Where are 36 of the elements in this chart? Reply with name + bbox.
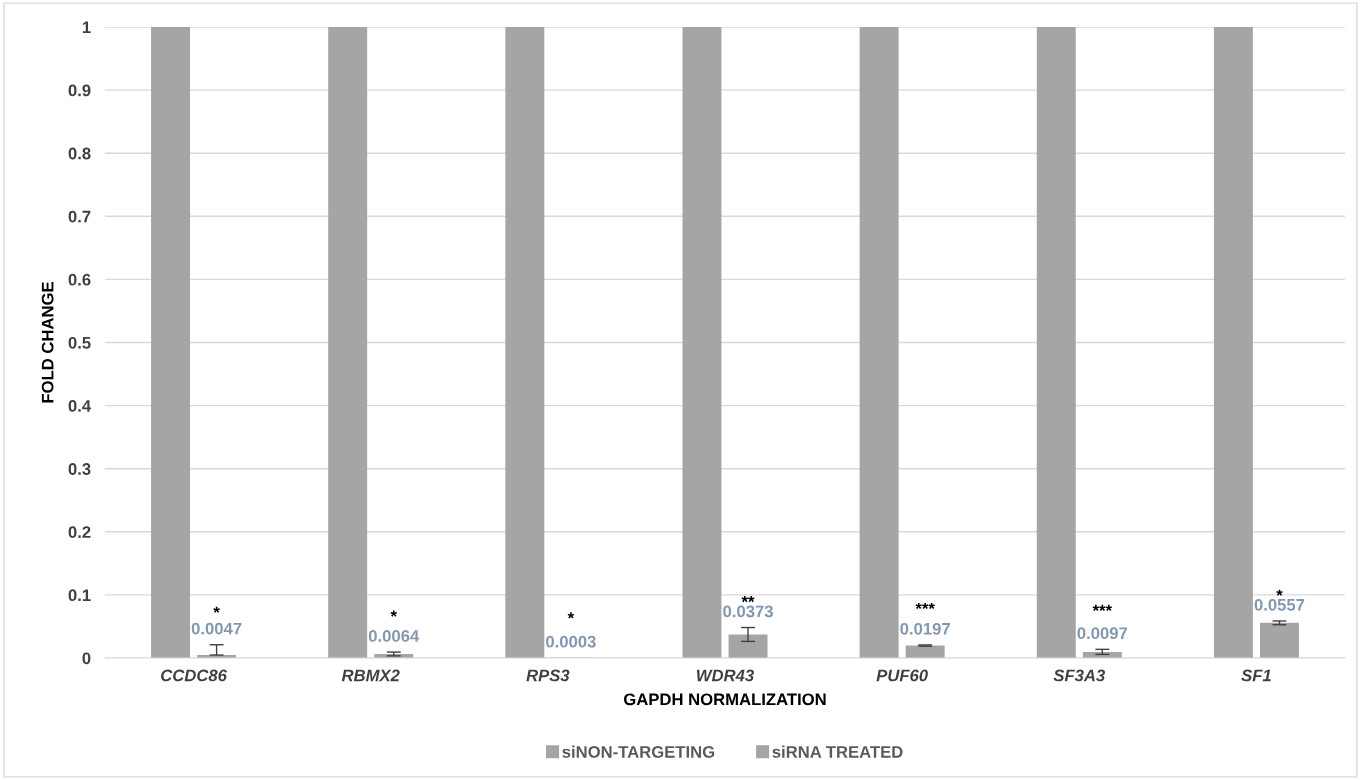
annotation: *** [915,602,935,610]
y-tick-label: 0.2 [68,526,91,538]
x-tick-label: RBMX2 [341,669,400,682]
annotation: * [213,606,220,613]
data-label: 0.0097 [1077,627,1128,640]
annotation: * [567,612,575,619]
y-tick-label: 0.9 [68,84,91,97]
data-label: 0.0197 [900,622,950,635]
annotation: * [390,610,397,617]
y-axis-title: FOLD CHANGE [41,282,54,403]
data-label: 0.0003 [546,635,596,648]
data-label: 0.0047 [191,622,242,635]
x-tick-label: SF1 [1241,669,1271,682]
y-tick-label: 0.6 [68,273,91,286]
x-tick-label: SF3A3 [1053,669,1106,682]
x-axis-title: GAPDH NORMALIZATION [623,693,826,706]
x-tick-label: CCDC86 [161,669,227,682]
legend-label: siRNA TREATED [772,745,903,758]
x-tick-label: RPS3 [526,669,570,682]
data-label: 0.0064 [368,630,420,642]
y-tick-label: 0.3 [68,463,91,475]
data-label: 0.0373 [723,605,773,618]
x-tick-label: WDR43 [697,669,754,682]
annotation: ** [741,595,755,603]
y-tick-label: 1 [82,21,91,34]
y-tick-label: 0.1 [68,589,91,602]
y-tick-label: 0.4 [68,400,92,412]
y-tick-label: 0.7 [68,210,91,223]
y-tick-label: 0.8 [68,147,91,160]
y-tick-label: 0.5 [68,336,91,349]
data-label: 0.0557 [1254,598,1305,611]
y-tick-label: 0 [82,652,91,665]
legend-label: siNON-TARGETING [562,745,715,758]
annotation: *** [1092,604,1113,611]
x-tick-label: PUF60 [876,669,928,682]
annotation: * [1276,589,1283,596]
